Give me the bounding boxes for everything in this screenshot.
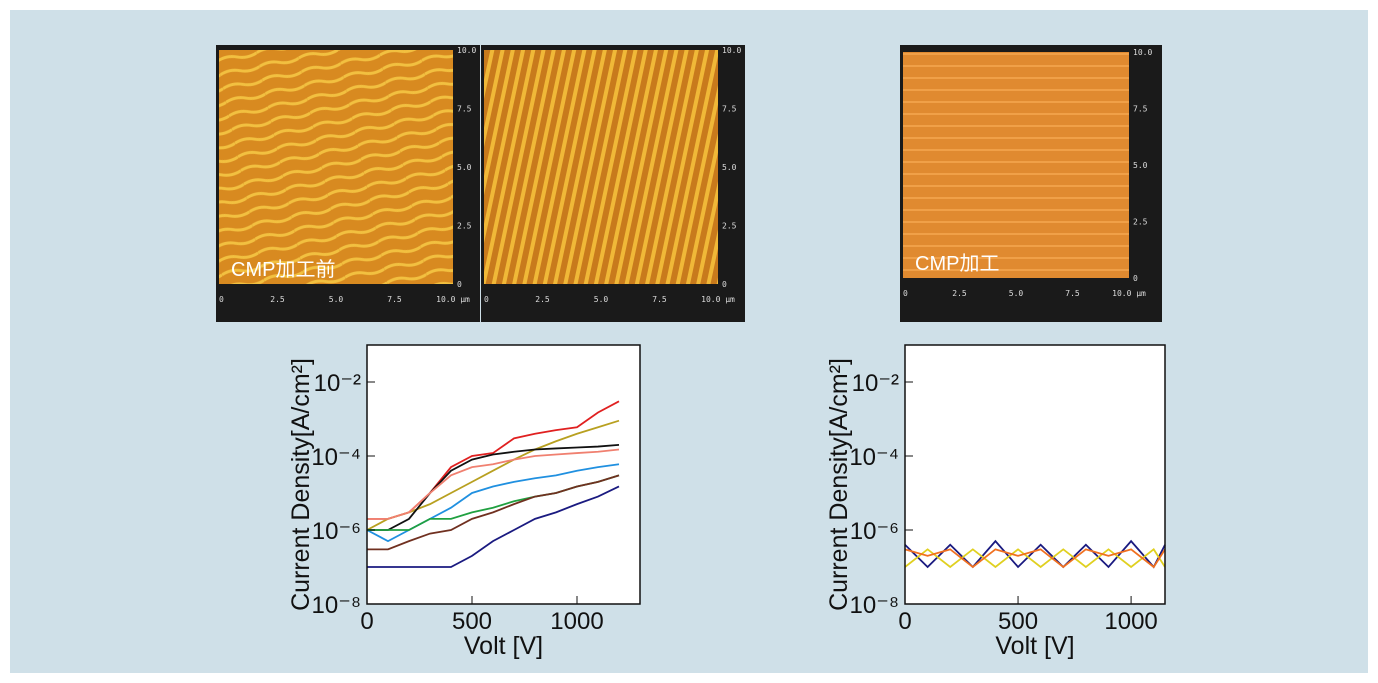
afm-x-tick: 10.0 µm bbox=[1112, 289, 1146, 298]
plot-area bbox=[905, 345, 1165, 604]
afm-x-tick: 0 bbox=[219, 295, 224, 304]
x-axis-label: Volt [V] bbox=[464, 632, 543, 660]
x-tick-label: 0 bbox=[898, 608, 911, 635]
afm-y-tick: 7.5 bbox=[1133, 105, 1148, 114]
afm-x-tick: 0 bbox=[903, 289, 908, 298]
y-tick-label: 10⁻⁴ bbox=[849, 444, 899, 471]
afm-x-tick: 7.5 bbox=[652, 295, 667, 304]
data-line bbox=[904, 548, 1166, 569]
x-tick-label: 0 bbox=[360, 608, 373, 635]
afm-x-tick: 10.0 µm bbox=[701, 295, 735, 304]
afm-x-tick: 5.0 bbox=[329, 295, 344, 304]
afm-x-tick: 2.5 bbox=[952, 289, 967, 298]
afm-images: 0 2.5 5.0 7.5 10.0 µm 0 2.5 5.0 7.5 10.0 CMP加工前 0 2.… bbox=[216, 45, 1162, 322]
y-axis-label: Current Density[A/cm²] bbox=[287, 358, 315, 611]
data-line bbox=[367, 485, 620, 568]
x-tick-label: 500 bbox=[452, 608, 492, 635]
afm-y-tick: 5.0 bbox=[1133, 161, 1148, 170]
x-tick-label: 1000 bbox=[1104, 608, 1157, 635]
y-tick-label: 10⁻⁸ bbox=[850, 592, 900, 619]
afm-x-tick: 7.5 bbox=[1065, 289, 1080, 298]
afm-x-tick: 5.0 bbox=[594, 295, 609, 304]
x-tick-label: 500 bbox=[998, 608, 1038, 635]
afm-y-tick: 5.0 bbox=[722, 163, 737, 172]
data-line bbox=[367, 474, 620, 551]
data-line bbox=[367, 448, 620, 520]
afm-x-tick: 5.0 bbox=[1009, 289, 1024, 298]
y-tick-label: 10⁻² bbox=[314, 370, 361, 397]
afm-label: CMP加工前 bbox=[231, 258, 335, 281]
y-tick-label: 10⁻² bbox=[852, 370, 899, 397]
afm-y-tick: 5.0 bbox=[457, 163, 472, 172]
afm-y-tick: 0 bbox=[722, 280, 727, 289]
y-tick-label: 10⁻⁶ bbox=[850, 518, 899, 545]
data-line bbox=[367, 443, 620, 531]
x-axis-label: Volt [V] bbox=[995, 632, 1074, 660]
y-tick-label: 10⁻⁴ bbox=[311, 444, 361, 471]
afm-y-tick: 2.5 bbox=[457, 222, 472, 231]
afm-y-tick: 2.5 bbox=[1133, 218, 1148, 227]
afm-y-tick: 0 bbox=[1133, 274, 1138, 283]
afm-image bbox=[903, 52, 1129, 278]
y-tick-label: 10⁻⁸ bbox=[312, 592, 362, 619]
afm-y-tick: 7.5 bbox=[722, 105, 737, 114]
afm-x-tick: 10.0 µm bbox=[436, 295, 470, 304]
y-axis-label: Current Density[A/cm²] bbox=[825, 358, 853, 611]
afm-y-tick: 7.5 bbox=[457, 105, 472, 114]
data-line bbox=[904, 539, 1166, 569]
plot-area bbox=[367, 345, 640, 604]
afm-x-tick: 2.5 bbox=[270, 295, 285, 304]
plot-frame bbox=[366, 344, 641, 605]
afm-label: CMP加工 bbox=[915, 252, 999, 275]
afm-x-tick: 7.5 bbox=[387, 295, 402, 304]
afm-y-tick: 0 bbox=[457, 280, 462, 289]
plot-frame bbox=[904, 344, 1166, 605]
afm-y-tick: 2.5 bbox=[722, 222, 737, 231]
y-tick-label: 10⁻⁶ bbox=[312, 518, 361, 545]
afm-y-tick: 10.0 bbox=[722, 46, 741, 55]
afm-image bbox=[219, 50, 453, 284]
afm-x-tick: 0 bbox=[484, 295, 489, 304]
charts: 0 500 1000 10⁻⁸ 10⁻⁶ 10⁻⁴ 10⁻² Volt [V] Current … bbox=[287, 344, 1166, 660]
data-line bbox=[904, 548, 1166, 569]
afm-y-tick: 10.0 bbox=[457, 46, 476, 55]
afm-image bbox=[484, 50, 718, 284]
afm-y-tick: 10.0 bbox=[1133, 48, 1152, 57]
afm-x-tick: 2.5 bbox=[535, 295, 550, 304]
x-tick-label: 1000 bbox=[550, 608, 603, 635]
